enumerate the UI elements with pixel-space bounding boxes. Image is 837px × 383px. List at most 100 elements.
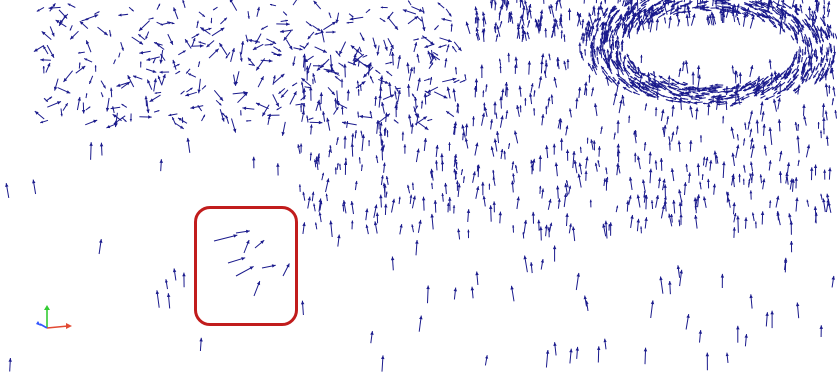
vector-glyph-head [544, 28, 548, 32]
vector-glyph-head [793, 57, 795, 60]
vector-glyph-head [803, 115, 807, 120]
vector-glyph-head [819, 77, 823, 81]
vector-glyph-head [724, 100, 728, 104]
vector-glyph-head [302, 53, 306, 58]
vector-glyph-head [41, 31, 46, 35]
vector-glyph-head [602, 30, 606, 35]
vector-glyph-head [423, 138, 428, 142]
vector-glyph-head [754, 93, 758, 97]
vector-glyph-head [369, 110, 372, 114]
vector-glyph-head [159, 59, 163, 64]
vector-glyph-head [556, 185, 560, 190]
vector-glyph-head [508, 13, 512, 17]
vector-glyph-head [722, 14, 726, 17]
vector-glyph-head [668, 141, 672, 145]
vector-glyph-head [67, 3, 71, 7]
vector-glyph-head [666, 116, 670, 119]
vector-glyph-head [652, 82, 657, 86]
vector-glyph-head [131, 9, 134, 12]
vector-glyph-head [300, 105, 303, 108]
vector-glyph-head [819, 325, 823, 329]
vector-glyph-head [601, 66, 605, 70]
x-axis-arrowhead [66, 323, 72, 329]
vector-glyph-head [608, 222, 613, 226]
vector-glyph-head [713, 150, 717, 155]
vector-glyph-head [709, 86, 712, 89]
vector-glyph-head [361, 164, 363, 167]
vector-glyph-head [730, 126, 734, 131]
vector-glyph-head [637, 25, 640, 28]
vector-glyph-head [732, 101, 736, 105]
vector-glyph-head [754, 7, 758, 10]
vector-glyph-head [670, 0, 672, 2]
vector-glyph-head [267, 116, 271, 119]
vector-glyph-head [440, 153, 444, 158]
vector-glyph-head [717, 91, 720, 94]
vector-glyph-head [139, 27, 143, 31]
vector-glyph-head [687, 89, 691, 93]
vector-glyph-head [795, 302, 800, 307]
vector-glyph-head [505, 110, 509, 114]
vector-glyph-head [441, 17, 445, 21]
vector-glyph-head [390, 44, 394, 49]
vector-glyph-head [219, 103, 222, 106]
vector-glyph-head [819, 63, 823, 68]
vector-glyph-head [429, 77, 433, 80]
vector-glyph-head [423, 93, 428, 97]
vector-glyph-head [302, 103, 306, 107]
vector-glyph-head [663, 184, 667, 188]
vector-glyph-head [437, 2, 441, 6]
vector-glyph-head [676, 90, 679, 92]
vector-glyph-head [498, 58, 501, 61]
vector-glyph-head [482, 11, 486, 16]
vector-glyph-head [762, 123, 766, 128]
vector-glyph-head [304, 58, 309, 63]
vector-glyph-head [485, 84, 488, 87]
vector-glyph-head [600, 126, 603, 129]
vector-glyph-head [206, 43, 210, 48]
vector-glyph-head [670, 87, 673, 89]
vector-glyph-head [777, 91, 781, 95]
vector-glyph-head [302, 46, 305, 48]
vector-glyph-head [446, 86, 451, 91]
vector-glyph-head [560, 30, 563, 33]
vector-glyph-head [268, 59, 273, 63]
vector-glyph-head [769, 200, 772, 203]
vector-glyph-head [34, 111, 39, 115]
vector-glyph-head [565, 180, 569, 183]
vector-glyph-head [680, 0, 683, 3]
vector-glyph-head [463, 176, 465, 179]
vector-glyph-head [412, 93, 415, 97]
vector-glyph-head [643, 190, 646, 193]
vector-glyph-head [384, 203, 388, 208]
vector-glyph-head [186, 137, 190, 142]
vector-glyph-head [682, 61, 685, 65]
vector-glyph-head [614, 29, 617, 32]
vector-glyph-head [830, 34, 833, 37]
vector-glyph-head [829, 71, 832, 74]
vector-glyph-head [768, 0, 772, 3]
vector-glyph-head [394, 25, 398, 30]
vector-glyph-head [639, 74, 643, 79]
vector-glyph-head [492, 169, 495, 173]
vector-glyph-head [650, 18, 654, 23]
vector-glyph-head [433, 200, 438, 204]
vector-glyph-head [200, 27, 205, 31]
vector-glyph-head [97, 11, 100, 14]
vector-glyph-head [655, 18, 660, 23]
vector-glyph-head [397, 90, 401, 94]
vector-glyph-head [650, 84, 654, 87]
vector-glyph-head [593, 103, 598, 108]
vector-glyph-head [331, 91, 335, 95]
vector-glyph-head [770, 310, 774, 315]
vector-glyph-head [644, 86, 647, 88]
vector-glyph-head [804, 42, 807, 46]
vector-glyph-head [768, 160, 772, 164]
vector-glyph-head [467, 229, 470, 233]
vector-glyph-head [736, 215, 740, 220]
vector-glyph-head [722, 88, 726, 91]
vector-glyph-head [146, 57, 151, 61]
vector-glyph-head [650, 200, 654, 204]
vector-glyph-head [616, 24, 620, 29]
